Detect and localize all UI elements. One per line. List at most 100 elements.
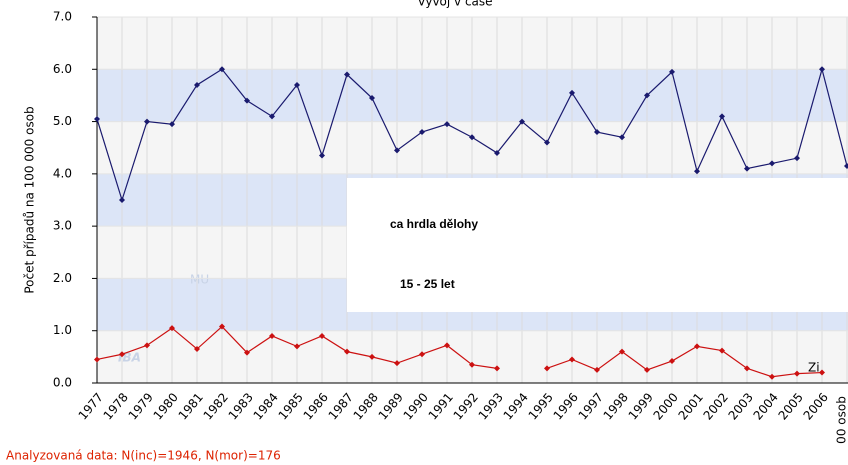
point [419, 351, 425, 358]
point [469, 361, 475, 368]
x-tick-label: 1989 [376, 390, 406, 422]
point [269, 113, 275, 120]
point [444, 342, 450, 349]
x-tick-label: 1985 [276, 390, 306, 422]
overlay-box [347, 178, 848, 312]
watermark: MU [190, 273, 209, 287]
x-tick-label: 1995 [526, 390, 556, 422]
point [719, 347, 725, 354]
point [169, 325, 175, 332]
x-tick-label: 1981 [176, 390, 206, 422]
x-tick-label: 1988 [351, 390, 381, 422]
y-tick-label: 7.0 [53, 10, 72, 24]
point [619, 348, 625, 355]
point [644, 366, 650, 373]
point [244, 97, 250, 104]
point [269, 332, 275, 339]
x-tick-label: 2004 [751, 390, 781, 422]
x-tick-label: 2001 [676, 390, 706, 422]
y-tick-label: 0.0 [53, 376, 72, 390]
point [519, 118, 525, 125]
x-tick-label: 1978 [101, 390, 131, 422]
point [794, 155, 800, 162]
point [544, 139, 550, 146]
point [294, 81, 300, 88]
x-tick-label: 2002 [701, 390, 731, 422]
point [144, 342, 150, 349]
y-tick-label: 1.0 [53, 323, 72, 337]
point [369, 353, 375, 360]
point [569, 356, 575, 363]
x-tick-label: 1996 [551, 390, 581, 422]
point [169, 121, 175, 128]
point [219, 66, 225, 73]
x-tick-label: 1994 [501, 390, 531, 422]
point [119, 351, 125, 358]
point [744, 365, 750, 372]
point [494, 365, 500, 372]
x-tick-label: 1977 [76, 390, 106, 422]
point [694, 343, 700, 350]
point [819, 66, 825, 73]
x-tick-label: 1979 [126, 390, 156, 422]
point [744, 165, 750, 172]
x-tick-label: 1998 [601, 390, 631, 422]
y-tick-label: 3.0 [53, 219, 72, 233]
y-axis-label: Počet případů na 100 000 osob [23, 106, 37, 293]
x-tick-label: 2006 [801, 390, 831, 422]
point [194, 346, 200, 353]
point [294, 343, 300, 350]
x-tick-label: 2005 [776, 390, 806, 422]
point [794, 370, 800, 377]
y-tick-label: 6.0 [53, 62, 72, 76]
point [769, 160, 775, 167]
x-tick-label: 1987 [326, 390, 356, 422]
y-tick-label: 4.0 [53, 166, 72, 180]
point [119, 197, 125, 203]
point [94, 356, 100, 363]
point [769, 373, 775, 380]
point [469, 134, 475, 141]
overlay-text: 15 - 25 let [400, 277, 455, 291]
point [244, 349, 250, 356]
point [719, 113, 725, 120]
point [819, 369, 825, 376]
point [569, 89, 575, 96]
overlay-text: ca hrdla dělohy [390, 217, 478, 231]
point [669, 68, 675, 75]
point [844, 163, 848, 170]
point [494, 149, 500, 156]
point [394, 360, 400, 367]
point [594, 129, 600, 136]
x-tick-label: 1991 [426, 390, 456, 422]
y-tick-label: 2.0 [53, 271, 72, 285]
point [94, 115, 100, 122]
point [619, 134, 625, 141]
point [344, 348, 350, 355]
x-tick-label: 1982 [201, 390, 231, 422]
x-tick-label: 1993 [476, 390, 506, 422]
point [544, 365, 550, 372]
x-tick-label: 2003 [726, 390, 756, 422]
legend-fragment: Zi [808, 361, 820, 375]
x-tick-label: 1990 [401, 390, 431, 422]
point [219, 323, 225, 330]
x-tick-label: 1992 [451, 390, 481, 422]
footnote: Analyzovaná data: N(inc)=1946, N(mor)=17… [6, 449, 281, 463]
x-tick-label: 1999 [626, 390, 656, 422]
y-tick-label: 5.0 [53, 114, 72, 128]
point [394, 147, 400, 154]
point [419, 129, 425, 136]
x-tick-label: 1997 [576, 390, 606, 422]
point [319, 152, 325, 159]
chart-title: Vývoj v čase [417, 0, 492, 9]
point [344, 71, 350, 78]
point [444, 121, 450, 128]
point [369, 95, 375, 102]
point [644, 92, 650, 99]
point [144, 118, 150, 125]
point [669, 358, 675, 365]
point [319, 332, 325, 339]
x-tick-label: 2000 [651, 390, 681, 422]
